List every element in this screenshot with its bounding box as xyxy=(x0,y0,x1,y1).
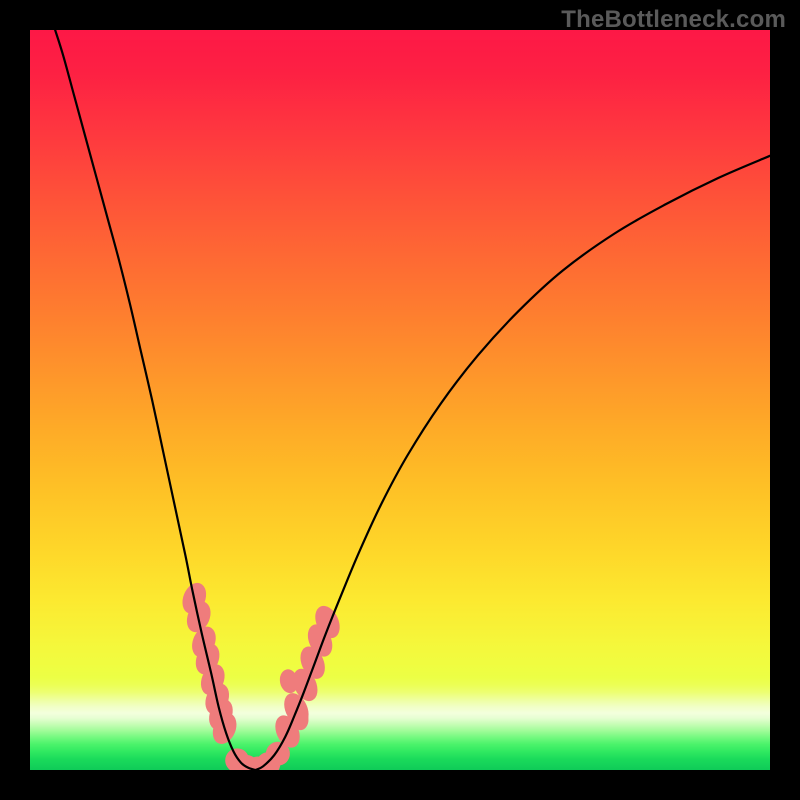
gradient-background xyxy=(30,30,770,770)
chart-canvas: TheBottleneck.com xyxy=(0,0,800,800)
plot-svg xyxy=(30,30,770,770)
plot-area xyxy=(30,30,770,770)
